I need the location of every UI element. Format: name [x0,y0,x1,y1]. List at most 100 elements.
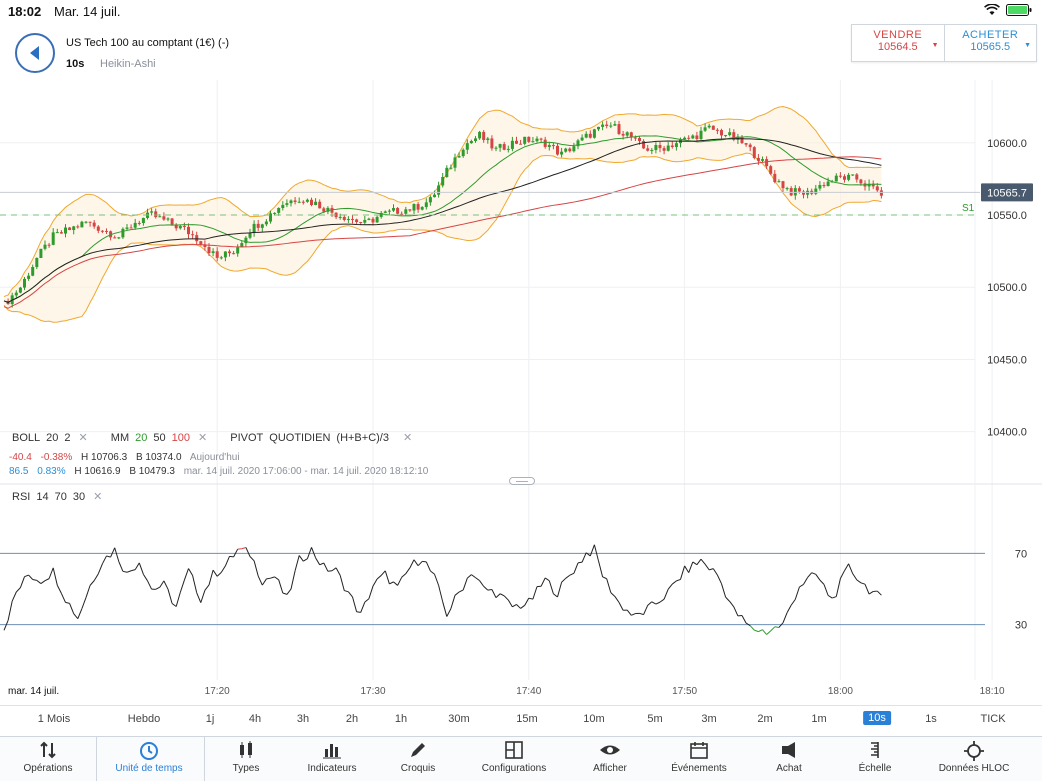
timeframe-30m[interactable]: 30m [448,713,470,725]
range-change: 86.5 [9,466,29,477]
candle-body [740,136,744,144]
boll-legend[interactable]: BOLL 20 2 ✕ [12,432,94,444]
rsi-segment [507,599,513,608]
candle-body [654,145,658,151]
candle-body [219,257,223,259]
rsi-segment [85,585,91,598]
range-pct: 0.83% [37,466,66,477]
rsi-segment [643,605,649,615]
timeframe-3m[interactable]: 3m [701,713,717,725]
toolbar-crosshair-button[interactable]: Données HLOC [918,737,1030,781]
toolbar-label: Afficher [593,763,627,774]
toolbar-calendar-button[interactable]: Événements [652,737,746,781]
candle-body [556,145,559,155]
toolbar-layout-button[interactable]: Configurations [460,737,568,781]
candle-body [662,148,666,151]
close-icon[interactable]: ✕ [78,432,88,444]
rsi-segment [864,584,870,595]
candle-body [674,143,678,148]
rsi-segment [848,563,854,574]
close-icon[interactable]: ✕ [402,432,413,444]
candle-body [396,208,400,214]
rsi-segment [89,580,95,586]
rsi-segment [183,568,189,581]
toolbar-ruler-button[interactable]: Échelle [832,737,918,781]
rsi-segment [413,559,419,566]
chart-type-label[interactable]: Heikin-Ashi [100,58,156,70]
toolbar-eye-button[interactable]: Afficher [568,737,652,781]
timeframe-2m[interactable]: 2m [757,713,773,725]
timeframe-10m[interactable]: 10m [583,713,605,725]
timeframe-2h[interactable]: 2h [345,713,359,725]
rsi-segment [106,555,111,558]
candle-body [162,216,166,220]
toolbar-arrows-updown-button[interactable]: Opérations [0,737,96,781]
rsi-segment [466,574,472,579]
back-button[interactable] [15,33,55,73]
rsi-segment [741,615,747,624]
timeframe-1s[interactable]: 1s [925,713,937,725]
rsi-segment [520,604,526,609]
rsi-segment [593,544,599,562]
toolbar-candles-button[interactable]: Types [204,737,288,781]
rsi-segment [516,604,521,609]
timeframe-1-mois[interactable]: 1 Mois [37,713,71,725]
timeframe-1j[interactable]: 1j [205,713,215,725]
price-tick-label: 10600.0 [987,138,1027,150]
sell-button[interactable]: VENDRE 10564.5 ▼ [852,25,944,61]
rsi-segment [204,584,210,591]
rsi-segment [827,594,833,599]
ma20-line [3,135,882,304]
candle-body [125,227,129,229]
rsi-segment [405,567,411,574]
rsi-segment [175,592,181,607]
rsi-segment [639,612,644,616]
rsi-segment [348,591,353,598]
candle-body [195,235,199,242]
candle-body [650,150,654,152]
rsi-legend[interactable]: RSI 14 70 30 ✕ [12,490,108,503]
current-timeframe[interactable]: 10s [66,58,85,70]
candle-body [31,267,35,276]
timeframe-10s[interactable]: 10s [863,711,891,725]
close-icon[interactable]: ✕ [197,432,208,444]
mm-legend[interactable]: MM 20 50 100 ✕ [111,432,213,444]
status-bar: 18:02 Mar. 14 juil. [0,0,1042,24]
rsi-segment [725,596,731,602]
rsi-segment [261,578,267,586]
rsi-segment [532,586,538,600]
timeframe-3h[interactable]: 3h [296,713,310,725]
timeframe-tick[interactable]: TICK [980,713,1006,725]
toolbar-megaphone-button[interactable]: Achat [746,737,832,781]
candle-body [310,199,313,205]
candle-body [84,221,88,223]
panel-resize-handle[interactable] [509,477,535,485]
rsi-segment [749,625,755,631]
candle-body [867,183,871,187]
candle-body [64,227,67,234]
candle-body [515,140,518,144]
mm-p3: 100 [171,432,190,444]
timeframe-1m[interactable]: 1m [811,713,827,725]
toolbar-clock-button[interactable]: Unité de temps [96,737,202,781]
rsi-segment [655,601,661,605]
buy-button[interactable]: ACHETER 10565.5 ▼ [943,25,1037,61]
toolbar-pencil-button[interactable]: Croquis [376,737,460,781]
candle-body [720,130,723,136]
timeframe-15m[interactable]: 15m [516,713,538,725]
timeframe-5m[interactable]: 5m [647,713,663,725]
chart-area[interactable]: S1 10565.7 10600.0 10550.0 10500.0 10450.0 104… [0,80,1042,700]
pivot-legend[interactable]: PIVOT QUOTIDIEN (H+B+C)/3 ✕ [230,432,418,444]
timeframe-1h[interactable]: 1h [394,713,408,725]
rsi-segment [577,561,583,564]
rsi-segment [602,576,607,580]
toolbar-bar-chart-button[interactable]: Indicateurs [288,737,376,781]
instrument-name[interactable]: US Tech 100 au comptant (1€) (-) [66,37,230,49]
candle-body [461,149,465,157]
timeframe-hebdo[interactable]: Hebdo [127,713,161,725]
candle-body [400,213,404,215]
timeframe-4h[interactable]: 4h [248,713,262,725]
rsi-segment [598,560,604,577]
close-icon[interactable]: ✕ [93,491,103,503]
rsi-segment [389,581,394,585]
